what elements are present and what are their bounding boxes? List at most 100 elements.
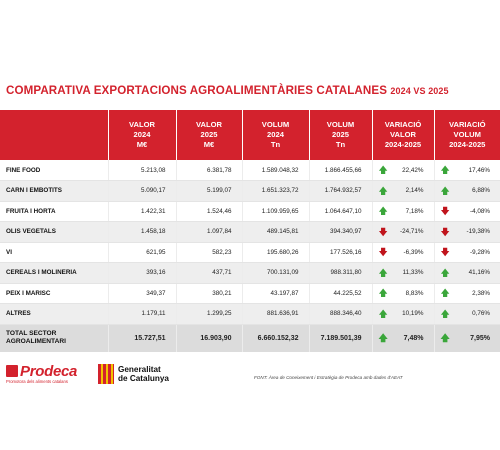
total-volum-2025: 7.189.501,39 xyxy=(308,324,372,352)
row-category: OLIS VEGETALS xyxy=(0,221,108,243)
prodeca-logo-icon xyxy=(6,365,18,377)
arrow-up-icon: 🡅 xyxy=(378,308,388,319)
prodeca-tagline: Promotora dels aliments catalans xyxy=(6,379,68,384)
row-valor-2025: 6.381,78 xyxy=(175,160,242,181)
row-volum-2025: 44.225,52 xyxy=(308,283,372,304)
row-valor-2025: 437,71 xyxy=(175,262,242,284)
row-valor-2024: 621,95 xyxy=(107,242,176,263)
row-variacio-valor: 🡅 22,42% xyxy=(371,160,434,181)
row-valor-2025: 1.524,46 xyxy=(175,201,242,222)
source-note: FONT: Àrea de Coneixement i Estratègia d… xyxy=(254,375,403,380)
row-category: CEREALS I MOLINERIA xyxy=(0,262,108,284)
row-variacio-valor: 🡅 11,33% xyxy=(371,262,434,284)
row-variacio-valor: 🡅 2,14% xyxy=(371,180,434,202)
table-header-row: VALOR 2024 M€ VALOR 2025 M€ VOLUM 2024 T… xyxy=(0,110,500,160)
row-variacio-valor: 🡅 8,83% xyxy=(371,283,434,304)
table-row: PEIX I MARISC 349,37 380,21 43.197,87 44.225… xyxy=(0,283,500,304)
row-variacio-volum: 🡇 -19,38% xyxy=(433,221,500,243)
arrow-up-icon: 🡅 xyxy=(440,165,450,175)
total-volum-2024: 6.660.152,32 xyxy=(241,324,309,352)
row-category: CARN I EMBOTITS xyxy=(0,180,108,202)
row-valor-2025: 1.097,84 xyxy=(175,221,242,243)
exports-table: VALOR 2024 M€ VALOR 2025 M€ VOLUM 2024 T… xyxy=(0,110,500,352)
row-valor-2025: 582,23 xyxy=(175,242,242,263)
row-variacio-volum: 🡇 -4,08% xyxy=(433,201,500,222)
header-category xyxy=(0,110,108,160)
row-valor-2024: 1.179,11 xyxy=(107,303,176,325)
table-row: FRUITA I HORTA 1.422,31 1.524,46 1.109.959,… xyxy=(0,201,500,222)
table-row: ALTRES 1.179,11 1.299,25 881.636,91 888.346,… xyxy=(0,303,500,325)
row-variacio-volum: 🡅 41,16% xyxy=(433,262,500,284)
arrow-up-icon: 🡅 xyxy=(378,206,388,217)
table-row: OLIS VEGETALS 1.458,18 1.097,84 489.145,81 3… xyxy=(0,221,500,243)
row-category: FRUITA I HORTA xyxy=(0,201,108,222)
row-volum-2024: 489.145,81 xyxy=(241,221,309,243)
row-valor-2024: 5.213,08 xyxy=(107,160,176,181)
arrow-up-icon: 🡅 xyxy=(378,333,388,344)
header-variacio-valor: VARIACIÓ VALOR 2024-2025 xyxy=(371,110,434,160)
row-valor-2024: 349,37 xyxy=(107,283,176,304)
total-row: TOTAL SECTOR AGROALIMENTARI 15.727,51 16.… xyxy=(0,324,500,352)
row-category: ALTRES xyxy=(0,303,108,325)
row-variacio-valor: 🡅 10,19% xyxy=(371,303,434,325)
report-title: COMPARATIVA EXPORTACIONS AGROALIMENTÀRIE… xyxy=(6,84,449,97)
row-variacio-volum: 🡅 2,38% xyxy=(433,283,500,304)
row-variacio-valor: 🡇 -6,39% xyxy=(371,242,434,263)
arrow-down-icon: 🡇 xyxy=(440,226,450,237)
row-volum-2025: 988.311,80 xyxy=(308,262,372,284)
row-volum-2025: 1.064.647,10 xyxy=(308,201,372,222)
row-variacio-volum: 🡅 0,76% xyxy=(433,303,500,325)
row-variacio-volum: 🡇 -9,28% xyxy=(433,242,500,263)
row-category: VI xyxy=(0,242,108,263)
prodeca-logo: Prodeca Promotora dels aliments catalans xyxy=(6,364,101,385)
header-variacio-volum: VARIACIÓ VOLUM 2024-2025 xyxy=(433,110,500,160)
exports-table-wrapper: VALOR 2024 M€ VALOR 2025 M€ VOLUM 2024 T… xyxy=(0,110,500,352)
table-body: FINE FOOD 5.213,08 6.381,78 1.589.048,32 1.8… xyxy=(0,160,500,352)
row-volum-2024: 1.109.959,65 xyxy=(241,201,309,222)
report-title-suffix: 2024 VS 2025 xyxy=(390,86,449,96)
total-variacio-valor: 🡅 7,48% xyxy=(371,324,434,352)
header-volum-2024: VOLUM 2024 Tn xyxy=(241,110,309,160)
row-volum-2024: 881.636,91 xyxy=(241,303,309,325)
header-valor-2025: VALOR 2025 M€ xyxy=(175,110,242,160)
row-valor-2025: 5.199,07 xyxy=(175,180,242,202)
row-valor-2024: 1.422,31 xyxy=(107,201,176,222)
arrow-up-icon: 🡅 xyxy=(378,165,388,175)
arrow-down-icon: 🡇 xyxy=(440,206,450,217)
row-variacio-valor: 🡅 7,18% xyxy=(371,201,434,222)
row-category: FINE FOOD xyxy=(0,160,108,181)
row-variacio-valor: 🡇 -24,71% xyxy=(371,221,434,243)
arrow-up-icon: 🡅 xyxy=(378,267,388,278)
row-valor-2024: 393,16 xyxy=(107,262,176,284)
row-volum-2024: 700.131,09 xyxy=(241,262,309,284)
row-volum-2024: 1.589.048,32 xyxy=(241,160,309,181)
table-row: VI 621,95 582,23 195.680,26 177.526,16 🡇 -6,39… xyxy=(0,242,500,263)
header-valor-2024: VALOR 2024 M€ xyxy=(107,110,176,160)
row-valor-2024: 5.090,17 xyxy=(107,180,176,202)
row-volum-2024: 1.651.323,72 xyxy=(241,180,309,202)
row-volum-2024: 43.197,87 xyxy=(241,283,309,304)
arrow-down-icon: 🡇 xyxy=(440,247,450,258)
row-volum-2025: 1.866.455,66 xyxy=(308,160,372,181)
row-valor-2025: 1.299,25 xyxy=(175,303,242,325)
arrow-up-icon: 🡅 xyxy=(440,288,450,299)
table-row: FINE FOOD 5.213,08 6.381,78 1.589.048,32 1.8… xyxy=(0,160,500,181)
arrow-up-icon: 🡅 xyxy=(378,288,388,299)
row-volum-2025: 177.526,16 xyxy=(308,242,372,263)
row-volum-2024: 195.680,26 xyxy=(241,242,309,263)
arrow-down-icon: 🡇 xyxy=(378,247,388,258)
arrow-up-icon: 🡅 xyxy=(440,185,450,196)
row-volum-2025: 394.340,97 xyxy=(308,221,372,243)
arrow-up-icon: 🡅 xyxy=(378,185,388,196)
arrow-up-icon: 🡅 xyxy=(440,333,450,344)
senyera-icon xyxy=(98,364,114,384)
footer: Prodeca Promotora dels aliments catalans… xyxy=(6,363,403,385)
row-volum-2025: 888.346,40 xyxy=(308,303,372,325)
arrow-down-icon: 🡇 xyxy=(378,226,388,237)
arrow-up-icon: 🡅 xyxy=(440,308,450,319)
total-label: TOTAL SECTOR AGROALIMENTARI xyxy=(0,324,108,352)
row-volum-2025: 1.764.932,57 xyxy=(308,180,372,202)
arrow-up-icon: 🡅 xyxy=(440,267,450,278)
total-valor-2025: 16.903,90 xyxy=(175,324,242,352)
row-variacio-volum: 🡅 6,88% xyxy=(433,180,500,202)
